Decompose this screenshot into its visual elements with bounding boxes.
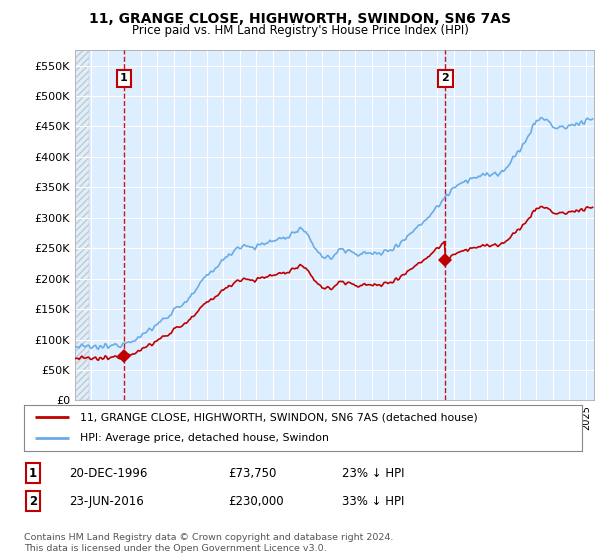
Text: Contains HM Land Registry data © Crown copyright and database right 2024.
This d: Contains HM Land Registry data © Crown c… [24,533,394,553]
Text: 2: 2 [29,494,37,508]
Text: HPI: Average price, detached house, Swindon: HPI: Average price, detached house, Swin… [80,433,329,444]
Text: 2: 2 [442,73,449,83]
Text: 23% ↓ HPI: 23% ↓ HPI [342,466,404,480]
Text: 11, GRANGE CLOSE, HIGHWORTH, SWINDON, SN6 7AS (detached house): 11, GRANGE CLOSE, HIGHWORTH, SWINDON, SN… [80,412,478,422]
Text: £73,750: £73,750 [228,466,277,480]
Text: 1: 1 [29,466,37,480]
Text: 23-JUN-2016: 23-JUN-2016 [69,494,144,508]
Text: 1: 1 [120,73,128,83]
Text: 20-DEC-1996: 20-DEC-1996 [69,466,148,480]
Text: £230,000: £230,000 [228,494,284,508]
Text: 11, GRANGE CLOSE, HIGHWORTH, SWINDON, SN6 7AS: 11, GRANGE CLOSE, HIGHWORTH, SWINDON, SN… [89,12,511,26]
Text: 33% ↓ HPI: 33% ↓ HPI [342,494,404,508]
Text: Price paid vs. HM Land Registry's House Price Index (HPI): Price paid vs. HM Land Registry's House … [131,24,469,37]
